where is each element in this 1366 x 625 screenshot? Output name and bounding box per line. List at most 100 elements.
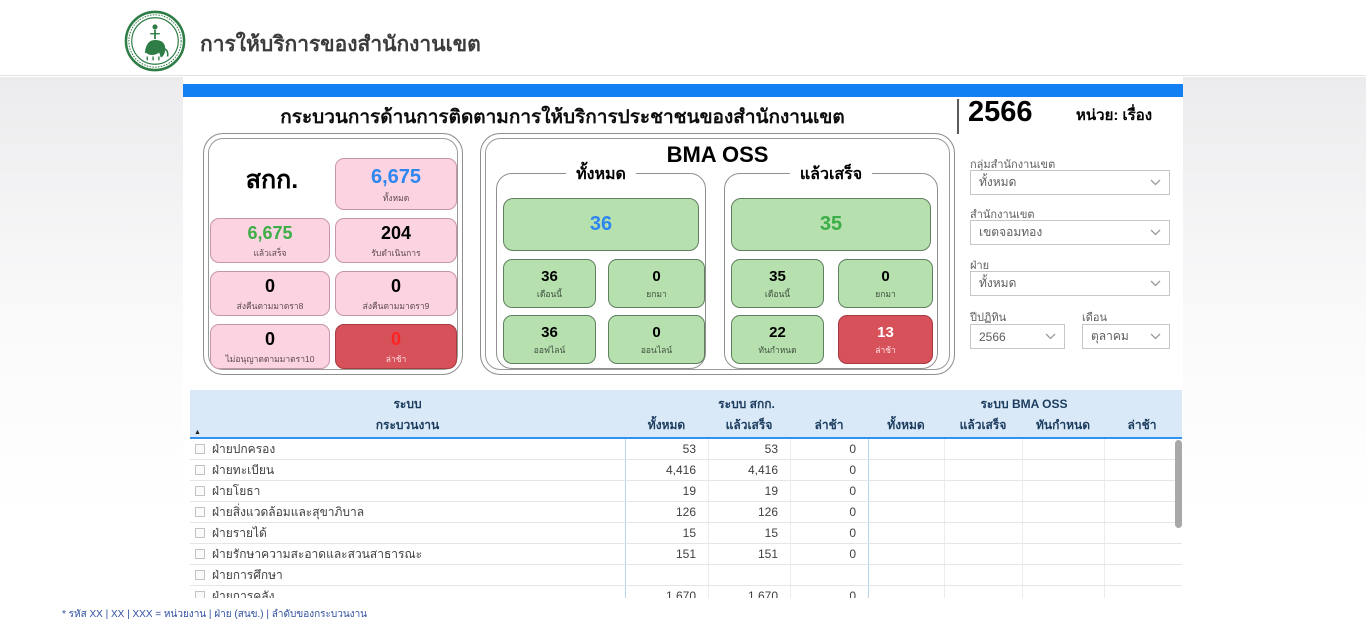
table-row[interactable]: ฝ่ายการศึกษา [190, 565, 1182, 586]
bma-seal-logo [124, 10, 186, 72]
cell-sakok-total: 15 [625, 523, 708, 543]
month-dropdown[interactable]: ตุลาคม [1082, 324, 1170, 349]
stat-value: 0 [881, 268, 890, 285]
stat-label: ออนไลน์ [640, 345, 673, 355]
column-bma-done[interactable]: แล้วเสร็จ [959, 418, 1007, 432]
cell-sakok-done: 151 [708, 544, 790, 564]
dropdown-value: ทั้งหมด [979, 175, 1017, 189]
group-label: ทั้งหมด [566, 162, 636, 187]
filter-label-district-group: กลุ่มสำนักงานเขต [970, 159, 1056, 171]
cell-sakok-done: 53 [708, 439, 790, 459]
district-group-dropdown[interactable]: ทั้งหมด [970, 170, 1170, 195]
cell-bma-ontime [1022, 460, 1104, 480]
stat-bma-done-big: 35 [731, 198, 931, 251]
process-table: ระบบ ระบบ สกก. ระบบ BMA OSS กระบวนงาน ทั… [190, 390, 1182, 598]
expand-icon[interactable] [195, 591, 205, 598]
group-header-sakok: ระบบ สกก. [718, 397, 775, 411]
process-name: ฝ่ายรักษาความสะอาดและสวนสาธารณะ [212, 546, 423, 561]
stat-bma-total-thismonth: 36 เดือนนี้ [503, 259, 596, 308]
column-sakok-total[interactable]: ทั้งหมด [647, 418, 686, 432]
page-title: กระบวนการด้านการติดตามการให้บริการประชาช… [280, 107, 845, 128]
stat-label: ยกมา [646, 289, 667, 299]
table-row[interactable]: ฝ่ายปกครอง 53 53 0 [190, 439, 1182, 460]
stat-sakok-returned8: 0 ส่งคืนตามมาตรา8 [210, 271, 330, 316]
column-process[interactable]: กระบวนงาน [375, 418, 440, 432]
process-name: ฝ่ายปกครอง [212, 441, 276, 456]
stat-value: 6,675 [247, 223, 293, 243]
table-row[interactable]: ฝ่ายการคลัง 1,670 1,670 0 [190, 586, 1182, 598]
stat-label: เดือนนี้ [764, 289, 791, 299]
cell-bma-total [868, 460, 944, 480]
column-bma-late[interactable]: ล่าช้า [1127, 418, 1157, 432]
bma-oss-title: BMA OSS [666, 142, 769, 167]
cell-bma-ontime [1022, 502, 1104, 522]
chevron-down-icon [1150, 179, 1161, 186]
accent-bar [183, 84, 1183, 97]
division-dropdown[interactable]: ทั้งหมด [970, 271, 1170, 296]
cell-bma-late [1104, 439, 1180, 459]
stat-value: 22 [769, 324, 786, 341]
table-row[interactable]: ฝ่ายโยธา 19 19 0 [190, 481, 1182, 502]
table-row[interactable]: ฝ่ายทะเบียน 4,416 4,416 0 [190, 460, 1182, 481]
district-dropdown[interactable]: เขตจอมทอง [970, 220, 1170, 245]
bma-done-group: แล้วเสร็จ 35 35 เดือนนี้ 0 ยกมา 22 ทันกำ… [724, 162, 938, 369]
group-label: แล้วเสร็จ [789, 162, 873, 187]
stat-value: 35 [769, 268, 786, 285]
right-margin [1183, 77, 1366, 625]
stat-label: ออฟไลน์ [533, 345, 566, 355]
stat-sakok-done: 6,675 แล้วเสร็จ [210, 218, 330, 263]
cell-bma-late [1104, 544, 1180, 564]
table-row[interactable]: ฝ่ายสิ่งแวดล้อมและสุขาภิบาล 126 126 0 [190, 502, 1182, 523]
stat-label: ล่าช้า [385, 354, 407, 364]
table-row[interactable]: ฝ่ายรายได้ 15 15 0 [190, 523, 1182, 544]
cell-sakok-total: 1,670 [625, 586, 708, 598]
group-header-bma-oss: ระบบ BMA OSS [980, 397, 1068, 411]
stat-sakok-total: 6,675 ทั้งหมด [335, 158, 457, 210]
cell-bma-total [868, 523, 944, 543]
expand-icon[interactable] [195, 444, 205, 454]
stat-bma-done-late: 13 ล่าช้า [838, 315, 933, 364]
process-name: ฝ่ายการคลัง [212, 588, 275, 599]
cell-bma-late [1104, 502, 1180, 522]
stat-bma-done-ontime: 22 ทันกำหนด [731, 315, 824, 364]
cell-bma-done [944, 502, 1022, 522]
sort-ascending-icon[interactable]: ▲ [194, 429, 201, 436]
cell-bma-total [868, 565, 944, 585]
expand-icon[interactable] [195, 570, 205, 580]
bma-total-group: ทั้งหมด 36 36 เดือนนี้ 0 ยกมา 36 ออฟไลน์… [496, 162, 706, 369]
expand-icon[interactable] [195, 507, 205, 517]
stat-label: รับดำเนินการ [371, 248, 421, 258]
table-scrollbar[interactable] [1175, 440, 1182, 528]
stat-value: 0 [652, 268, 661, 285]
stat-sakok-returned9: 0 ส่งคืนตามมาตรา9 [335, 271, 457, 316]
table-row[interactable]: ฝ่ายรักษาความสะอาดและสวนสาธารณะ 151 151 … [190, 544, 1182, 565]
stat-value: 204 [380, 223, 412, 243]
cell-sakok-late: 0 [790, 544, 868, 564]
stat-bma-done-carried: 0 ยกมา [838, 259, 933, 308]
dropdown-value: เขตจอมทอง [979, 225, 1043, 239]
cell-bma-done [944, 565, 1022, 585]
cell-bma-ontime [1022, 565, 1104, 585]
expand-icon[interactable] [195, 549, 205, 559]
cell-bma-done [944, 523, 1022, 543]
header-accent-line [190, 437, 1182, 439]
cell-bma-total [868, 502, 944, 522]
expand-icon[interactable] [195, 465, 205, 475]
column-sakok-late[interactable]: ล่าช้า [814, 418, 844, 432]
column-bma-total[interactable]: ทั้งหมด [887, 418, 925, 432]
column-bma-ontime[interactable]: ทันกำหนด [1035, 418, 1091, 432]
expand-icon[interactable] [195, 486, 205, 496]
expand-icon[interactable] [195, 528, 205, 538]
cell-bma-total [868, 481, 944, 501]
cell-sakok-late [790, 565, 868, 585]
bma-oss-card: BMA OSS ทั้งหมด 36 36 เดือนนี้ 0 ยกมา 36… [480, 133, 955, 375]
cell-sakok-total: 4,416 [625, 460, 708, 480]
stat-sakok-denied10: 0 ไม่อนุญาตตามมาตรา10 [210, 324, 330, 369]
stat-label: ส่งคืนตามมาตรา9 [362, 301, 430, 311]
chevron-down-icon [1150, 280, 1161, 287]
process-name: ฝ่ายการศึกษา [212, 567, 283, 582]
year-dropdown[interactable]: 2566 [970, 324, 1065, 349]
cell-sakok-late: 0 [790, 586, 868, 598]
column-sakok-done[interactable]: แล้วเสร็จ [725, 418, 773, 432]
stat-label: ไม่อนุญาตตามมาตรา10 [225, 354, 315, 364]
